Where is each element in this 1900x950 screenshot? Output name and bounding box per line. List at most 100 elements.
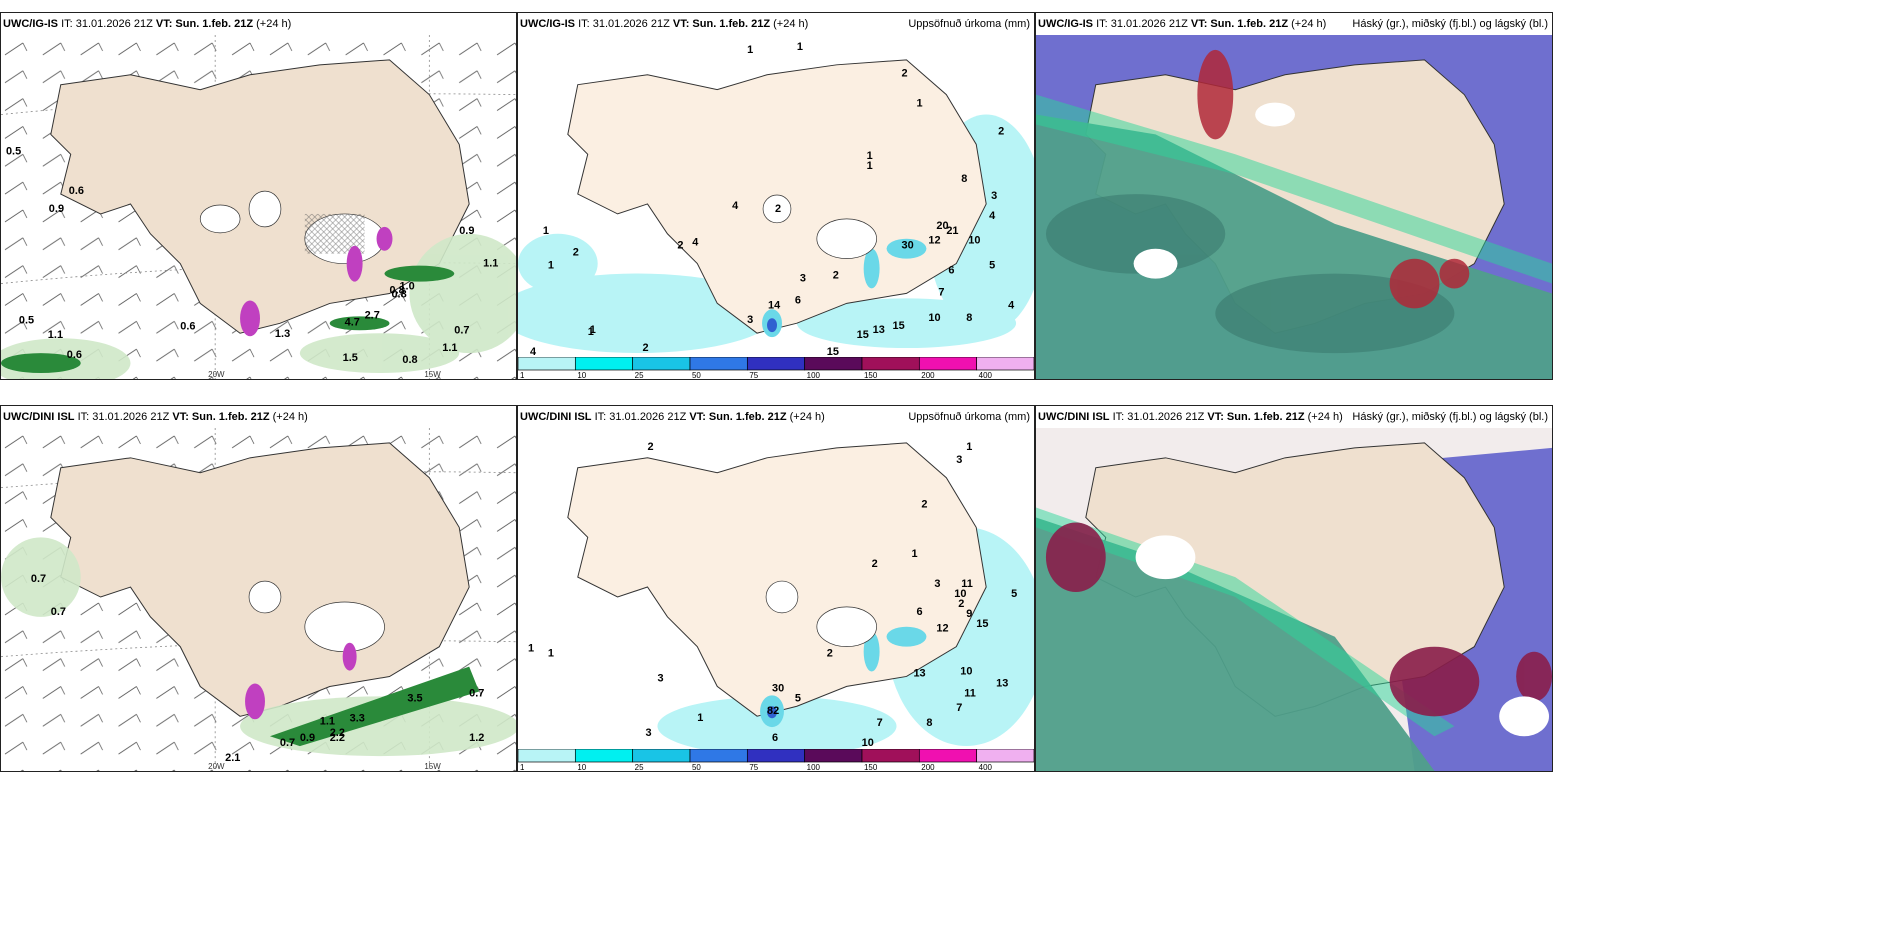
colorbar-tick-label: 1 bbox=[520, 371, 525, 379]
value-label: 1 bbox=[548, 648, 554, 660]
value-label: 0.8 bbox=[402, 354, 417, 366]
colorbar-tick-label: 50 bbox=[692, 371, 701, 379]
value-label: 0.5 bbox=[19, 314, 34, 326]
colorbar-tick-label: 75 bbox=[749, 371, 758, 379]
cloud-cover-map bbox=[1036, 35, 1552, 379]
colorbar-tick-label: 75 bbox=[749, 763, 758, 771]
value-label: 2 bbox=[647, 441, 653, 453]
colorbar-tick-label: 100 bbox=[807, 763, 821, 771]
colorbar-tick-label: 100 bbox=[807, 371, 821, 379]
panel-caption: Uppsöfnuð úrkoma (mm) bbox=[908, 411, 1030, 423]
value-label: 2 bbox=[998, 125, 1004, 137]
colorbar-swatch bbox=[804, 357, 863, 371]
value-label: 1.5 bbox=[343, 352, 358, 364]
colorbar-swatch bbox=[632, 357, 691, 371]
value-label: 4 bbox=[989, 210, 996, 222]
colorbar-tick-label: 10 bbox=[577, 371, 586, 379]
value-label: 8 bbox=[926, 717, 932, 729]
value-label: 6 bbox=[916, 606, 922, 618]
value-label: 0.9 bbox=[459, 225, 474, 237]
value-label: 2.2 bbox=[330, 727, 345, 739]
value-label: 2 bbox=[902, 68, 908, 80]
value-label: 12 bbox=[928, 235, 940, 247]
panel-title: UWC/IG-IS IT: 31.01.2026 21Z VT: Sun. 1.… bbox=[3, 18, 292, 30]
precip-wind-map: 0.5 0.6 0.9 0.8 0.5 0.6 1.1 0.6 0.7 1.1 … bbox=[1, 35, 516, 379]
value-label: 3 bbox=[956, 454, 962, 466]
value-label: 2 bbox=[872, 558, 878, 570]
value-label: 30 bbox=[902, 240, 914, 252]
value-label: 2 bbox=[827, 648, 833, 660]
value-label: 4.7 bbox=[345, 316, 360, 328]
value-label: 3 bbox=[657, 672, 663, 684]
value-label: 82 bbox=[767, 705, 779, 717]
value-label: 1.1 bbox=[483, 258, 498, 270]
colorbar-swatch bbox=[976, 357, 1034, 371]
panel-title: UWC/DINI ISL IT: 31.01.2026 21Z VT: Sun.… bbox=[3, 411, 308, 423]
panel-bottom-left: UWC/DINI ISL IT: 31.01.2026 21Z VT: Sun.… bbox=[0, 405, 517, 772]
value-label: 2.2 bbox=[330, 732, 345, 744]
panel-bottom-right: UWC/DINI ISL IT: 31.01.2026 21Z VT: Sun.… bbox=[1035, 405, 1553, 772]
colorbar-swatch bbox=[918, 749, 978, 763]
colorbar-swatch bbox=[918, 357, 978, 371]
panel-title: UWC/IG-IS IT: 31.01.2026 21Z VT: Sun. 1.… bbox=[1038, 18, 1327, 30]
value-label: 2 bbox=[921, 499, 927, 511]
value-label: 3.3 bbox=[350, 712, 365, 724]
panel-top-left: UWC/IG-IS IT: 31.01.2026 21Z VT: Sun. 1.… bbox=[0, 12, 517, 380]
value-label: 9 bbox=[966, 608, 972, 620]
colorbar-swatch bbox=[746, 749, 806, 763]
value-label: 2 bbox=[573, 247, 579, 259]
value-label: 0.7 bbox=[469, 687, 484, 699]
value-label: 2.1 bbox=[225, 752, 240, 764]
value-label: 10 bbox=[928, 312, 940, 324]
value-label: 1.2 bbox=[469, 732, 484, 744]
accumulated-precip-map: 1 2 2 1 3 1 2 3 2 10 13 9 11 15 12 13 11… bbox=[518, 428, 1034, 749]
value-label: 4 bbox=[692, 237, 699, 249]
value-label: 0.7 bbox=[51, 606, 66, 618]
value-label: 12 bbox=[936, 623, 948, 635]
colorbar-swatch bbox=[689, 357, 748, 371]
panel-title: UWC/DINI ISL IT: 31.01.2026 21Z VT: Sun.… bbox=[1038, 411, 1343, 423]
value-label: 3 bbox=[747, 314, 753, 326]
colorbar-tick-label: 25 bbox=[635, 763, 644, 771]
value-label: 13 bbox=[996, 677, 1008, 689]
accumulated-precip-map: 1 1 2 1 1 1 2 2 4 4 2 1 1 3 2 14 6 3 15 … bbox=[518, 35, 1034, 357]
value-label: 2 bbox=[958, 598, 964, 610]
value-label: 3 bbox=[991, 190, 997, 202]
value-label: 0.9 bbox=[300, 732, 315, 744]
value-label: 0.6 bbox=[67, 349, 82, 361]
value-label: 21 bbox=[946, 225, 958, 237]
colorbar-tick-label: 200 bbox=[921, 763, 935, 771]
value-label: 10 bbox=[960, 665, 972, 677]
value-label: 1.1 bbox=[442, 342, 457, 354]
value-label: 4 bbox=[732, 200, 739, 212]
value-label: 1 bbox=[867, 160, 873, 172]
value-label: 30 bbox=[772, 682, 784, 694]
value-label: 10 bbox=[954, 588, 966, 600]
colorbar-swatch bbox=[976, 749, 1034, 763]
value-label: 4 bbox=[530, 346, 537, 357]
value-label: 11 bbox=[961, 578, 973, 590]
value-label: 14 bbox=[768, 299, 781, 311]
value-label: 1.1 bbox=[48, 329, 63, 341]
precip-wind-map: 0.7 0.7 0.7 3.5 3.3 2.2 0.9 0.7 1.2 1.1 … bbox=[1, 428, 516, 771]
value-label: 11 bbox=[964, 687, 976, 699]
value-label: 2 bbox=[833, 269, 839, 281]
value-label: 1.0 bbox=[399, 281, 414, 293]
colorbar-tick-label: 400 bbox=[979, 763, 993, 771]
value-label: 10 bbox=[862, 737, 874, 749]
value-label: 0.9 bbox=[49, 203, 64, 215]
lon-label: 20W bbox=[208, 370, 225, 379]
value-label: 15 bbox=[976, 618, 988, 630]
value-label: 0.7 bbox=[31, 573, 46, 585]
value-label: 1 bbox=[747, 44, 753, 56]
colorbar-swatch bbox=[518, 749, 576, 763]
value-label: 8 bbox=[966, 312, 972, 324]
colorbar-tick-label: 1 bbox=[520, 763, 525, 771]
value-label: 4 bbox=[1008, 299, 1015, 311]
value-label: 13 bbox=[913, 667, 925, 679]
cloud-cover-map bbox=[1036, 428, 1552, 771]
panel-caption: Háský (gr.), miðský (fj.bl.) og lágský (… bbox=[1352, 18, 1548, 30]
colorbar-tick-label: 400 bbox=[979, 371, 993, 379]
colorbar: 1 10 25 50 75 100 150 200 400 bbox=[518, 749, 1034, 771]
value-label: 3.5 bbox=[407, 692, 422, 704]
